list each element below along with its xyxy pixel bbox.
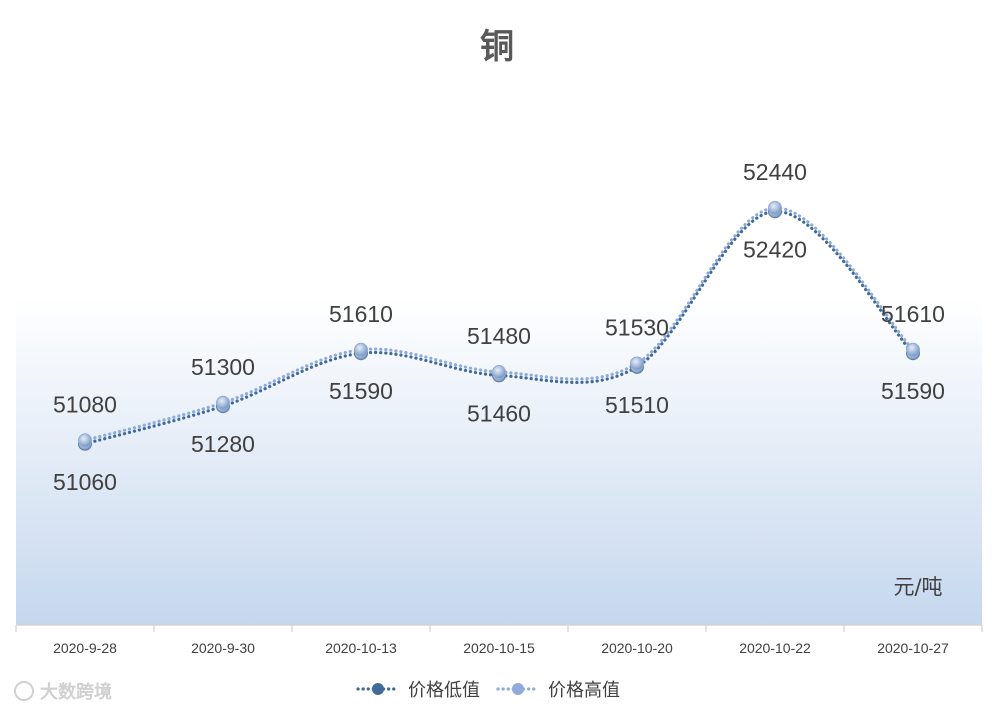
x-axis-tick-labels: 2020-9-28 2020-9-30 2020-10-13 2020-10-15 20… bbox=[53, 640, 949, 656]
data-label-high: 51080 bbox=[53, 391, 117, 417]
x-tick-label: 2020-10-27 bbox=[877, 640, 949, 656]
x-tick-label: 2020-10-13 bbox=[325, 640, 397, 656]
data-point-high bbox=[630, 356, 644, 371]
data-label-low: 51280 bbox=[191, 431, 255, 457]
data-label-low: 51590 bbox=[881, 378, 945, 404]
x-tick-label: 2020-9-30 bbox=[191, 640, 255, 656]
x-tick-label: 2020-10-22 bbox=[739, 640, 811, 656]
unit-label: 元/吨 bbox=[893, 575, 942, 599]
data-label-high: 51610 bbox=[329, 301, 393, 327]
data-label-low: 51510 bbox=[605, 392, 669, 418]
data-point-high bbox=[906, 342, 920, 357]
data-point-high bbox=[354, 342, 368, 357]
chart-title: 铜 bbox=[480, 27, 514, 67]
legend-marker bbox=[512, 683, 524, 695]
data-label-low: 51590 bbox=[329, 378, 393, 404]
data-markers bbox=[78, 200, 920, 451]
legend: 价格低值 价格高值 bbox=[356, 680, 620, 701]
data-label-high: 52440 bbox=[743, 159, 807, 185]
legend-label: 价格低值 bbox=[408, 680, 480, 701]
data-label-high: 51480 bbox=[467, 323, 531, 349]
legend-item-high: 价格高值 bbox=[496, 680, 620, 701]
legend-marker bbox=[372, 683, 384, 695]
data-point-high bbox=[768, 200, 782, 215]
data-point-high bbox=[78, 433, 92, 448]
watermark: 大数跨境 bbox=[14, 681, 112, 703]
watermark-text: 大数跨境 bbox=[40, 681, 112, 703]
series-lines bbox=[83, 206, 915, 446]
data-labels: 51080 51300 51610 51480 51530 52440 51610 51060… bbox=[53, 159, 945, 495]
x-tick-label: 2020-9-28 bbox=[53, 640, 117, 656]
x-tick-label: 2020-10-15 bbox=[463, 640, 535, 656]
data-label-low: 51460 bbox=[467, 400, 531, 426]
x-axis-ticks bbox=[15, 625, 983, 632]
data-point-high bbox=[492, 365, 506, 380]
data-label-high: 51610 bbox=[881, 301, 945, 327]
data-label-low: 52420 bbox=[743, 236, 807, 262]
plot-area-background bbox=[16, 300, 982, 625]
data-label-high: 51300 bbox=[191, 354, 255, 380]
series-line-low bbox=[83, 209, 915, 446]
data-point-high bbox=[216, 395, 230, 410]
data-label-low: 51060 bbox=[53, 469, 117, 495]
series-line-high bbox=[83, 206, 915, 442]
x-tick-label: 2020-10-20 bbox=[601, 640, 673, 656]
legend-item-low: 价格低值 bbox=[356, 680, 480, 701]
legend-label: 价格高值 bbox=[548, 680, 620, 701]
data-label-high: 51530 bbox=[605, 314, 669, 340]
watermark-logo-icon bbox=[14, 681, 34, 701]
